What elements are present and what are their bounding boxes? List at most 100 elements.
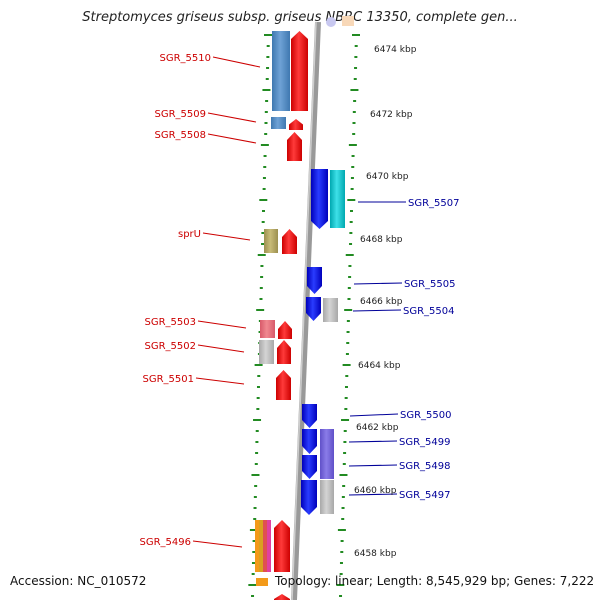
forward-gene-arrow [276, 370, 291, 400]
tick-mark [342, 463, 346, 465]
tick-mark [340, 551, 344, 553]
tick-mark [261, 243, 265, 245]
tick-mark [352, 133, 356, 135]
gene-label-reverse: SGR_5507 [408, 198, 460, 209]
reverse-gene-arrow [306, 297, 321, 321]
tick-mark [352, 111, 356, 113]
tick-mark [253, 518, 257, 520]
gene-box [267, 520, 271, 572]
tick-mark [350, 188, 354, 190]
leader-line [207, 133, 257, 144]
ruler-label: 6464 kbp [358, 361, 401, 371]
tick-mark [343, 441, 347, 443]
tick-mark [263, 155, 267, 157]
tick-mark [354, 45, 358, 47]
tick-mark [353, 100, 357, 102]
tick-mark [339, 562, 343, 564]
tick-mark [251, 474, 260, 476]
tick-mark [263, 166, 267, 168]
gene-box [320, 480, 334, 514]
tick-mark [349, 232, 353, 234]
genome-summary: Topology: linear; Length: 8,545,929 bp; … [275, 574, 595, 588]
tick-mark [347, 199, 356, 201]
tick-mark [341, 507, 345, 509]
tick-mark [341, 518, 345, 520]
ruler-label: 6466 kbp [360, 297, 403, 307]
gene-box [259, 520, 263, 572]
tick-mark [264, 133, 268, 135]
tick-mark [255, 441, 259, 443]
tick-mark [252, 551, 256, 553]
accession-text: Accession: NC_010572 [10, 574, 147, 588]
tick-mark [345, 353, 349, 355]
leader-line [197, 320, 247, 329]
tick-mark [266, 56, 270, 58]
reverse-gene-arrow [302, 455, 317, 479]
tick-mark [257, 254, 266, 256]
tick-mark [254, 485, 258, 487]
tick-mark [348, 265, 352, 267]
tick-mark [342, 485, 346, 487]
tick-mark [341, 496, 345, 498]
gene-label-forward: SGR_5508 [155, 130, 207, 141]
tick-mark [347, 298, 351, 300]
tick-mark [256, 408, 260, 410]
tick-mark [340, 540, 344, 542]
tick-mark [255, 452, 259, 454]
tick-mark [251, 562, 255, 564]
gene-label-reverse: SGR_5497 [399, 490, 451, 501]
tick-mark [339, 595, 343, 597]
ruler-label: 6458 kbp [354, 549, 397, 559]
genome-line-highlight [291, 21, 317, 600]
tick-mark [261, 232, 265, 234]
tick-mark [262, 188, 266, 190]
tick-mark [259, 298, 263, 300]
map-title: Streptomyces griseus subsp. griseus NBRC… [82, 10, 518, 25]
gene-label-reverse: SGR_5498 [399, 461, 451, 472]
tick-mark [260, 144, 269, 146]
tick-mark [343, 452, 347, 454]
gene-label-reverse: SGR_5499 [399, 437, 451, 448]
forward-gene-arrow [291, 31, 308, 111]
tick-mark [339, 573, 343, 575]
tick-mark [346, 342, 350, 344]
forward-gene-arrow [289, 119, 303, 130]
tick-mark [345, 254, 354, 256]
leader-line [348, 493, 398, 496]
tick-mark [348, 144, 357, 146]
forward-gene-arrow [274, 520, 290, 572]
tick-mark [347, 287, 351, 289]
ruler-label: 6462 kbp [356, 423, 399, 433]
tick-mark [264, 34, 272, 36]
leader-line [207, 112, 257, 123]
tick-mark [346, 320, 350, 322]
gene-label-forward: SGR_5503 [145, 317, 197, 328]
gene-label-forward: SGR_5502 [145, 341, 197, 352]
gene-label-forward: SGR_5510 [160, 53, 212, 64]
leader-line [197, 344, 245, 353]
tick-mark [260, 265, 264, 267]
tick-mark [354, 67, 358, 69]
gene-labels: SGR_5510 SGR_5509 SGR_5508 sprU SGR_5503 SGR_… [140, 53, 460, 548]
tick-mark [259, 199, 268, 201]
gene-box [272, 31, 290, 111]
tick-mark [254, 364, 263, 366]
top-marker [342, 16, 354, 26]
tick-mark [248, 584, 257, 586]
tick-mark [256, 386, 260, 388]
tick-mark [352, 122, 356, 124]
tick-mark [349, 210, 353, 212]
ruler-label: 6460 kbp [354, 486, 397, 496]
gene-label-reverse: SGR_5504 [403, 306, 455, 317]
tick-mark [249, 529, 258, 531]
tick-mark [266, 45, 270, 47]
tick-mark [251, 595, 255, 597]
tick-mark [261, 221, 265, 223]
tick-mark [265, 100, 269, 102]
tick-mark [254, 463, 258, 465]
gene-label-forward: SGR_5501 [143, 374, 195, 385]
reverse-gene-arrow [302, 404, 317, 428]
tick-mark [342, 364, 351, 366]
gene-box [260, 320, 275, 338]
